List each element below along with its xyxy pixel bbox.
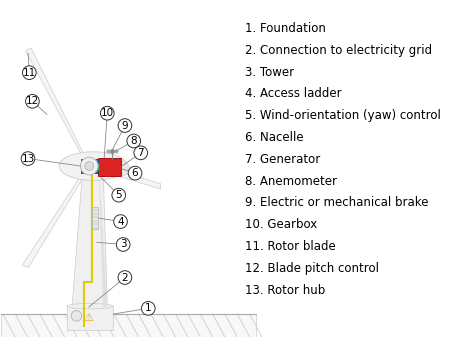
- Circle shape: [127, 134, 141, 148]
- Text: 2: 2: [122, 272, 128, 283]
- Text: 8: 8: [130, 136, 137, 146]
- Circle shape: [118, 271, 132, 284]
- Text: 4: 4: [117, 216, 124, 227]
- Text: 11: 11: [23, 68, 36, 78]
- Text: 1. Foundation: 1. Foundation: [245, 22, 326, 35]
- Circle shape: [112, 188, 126, 202]
- Circle shape: [118, 119, 132, 132]
- Text: 5. Wind-orientation (yaw) control: 5. Wind-orientation (yaw) control: [245, 109, 441, 122]
- Text: 10. Gearbox: 10. Gearbox: [245, 218, 318, 231]
- Text: 8. Anemometer: 8. Anemometer: [245, 175, 337, 188]
- FancyBboxPatch shape: [97, 163, 100, 169]
- Circle shape: [128, 166, 142, 180]
- Polygon shape: [99, 159, 107, 307]
- Circle shape: [134, 146, 147, 160]
- Text: 6: 6: [132, 168, 138, 178]
- Circle shape: [21, 152, 35, 165]
- Text: 12: 12: [26, 96, 39, 106]
- Text: 11. Rotor blade: 11. Rotor blade: [245, 240, 336, 253]
- Ellipse shape: [59, 152, 128, 180]
- Text: ⚠: ⚠: [84, 314, 94, 324]
- Bar: [67, 306, 113, 330]
- Text: 5: 5: [116, 190, 122, 200]
- Text: 3. Tower: 3. Tower: [245, 66, 294, 79]
- Text: 4. Access ladder: 4. Access ladder: [245, 87, 342, 101]
- Bar: [0, 314, 256, 337]
- Circle shape: [85, 162, 94, 171]
- Polygon shape: [94, 164, 161, 189]
- Circle shape: [100, 106, 114, 120]
- Text: 9: 9: [122, 120, 128, 130]
- Circle shape: [116, 238, 130, 251]
- Text: 12. Blade pitch control: 12. Blade pitch control: [245, 262, 379, 275]
- Polygon shape: [26, 48, 88, 163]
- FancyBboxPatch shape: [99, 158, 121, 176]
- Circle shape: [114, 215, 128, 228]
- Bar: [92, 207, 99, 229]
- Text: 3: 3: [120, 239, 127, 250]
- Polygon shape: [22, 169, 88, 267]
- Text: 2. Connection to electricity grid: 2. Connection to electricity grid: [245, 44, 432, 57]
- Ellipse shape: [114, 162, 129, 176]
- Circle shape: [26, 95, 39, 108]
- Circle shape: [141, 301, 155, 315]
- Text: 7. Generator: 7. Generator: [245, 153, 320, 166]
- Text: 13: 13: [21, 153, 35, 164]
- Text: 6. Nacelle: 6. Nacelle: [245, 131, 304, 144]
- Circle shape: [81, 157, 98, 175]
- Ellipse shape: [67, 303, 113, 309]
- Text: 13. Rotor hub: 13. Rotor hub: [245, 284, 326, 297]
- FancyBboxPatch shape: [81, 159, 98, 173]
- Text: 9. Electric or mechanical brake: 9. Electric or mechanical brake: [245, 197, 428, 209]
- Text: 1: 1: [145, 303, 152, 313]
- Text: 7: 7: [137, 148, 144, 158]
- Circle shape: [22, 66, 36, 79]
- Text: 10: 10: [101, 108, 114, 118]
- Circle shape: [71, 310, 82, 321]
- Polygon shape: [72, 159, 107, 307]
